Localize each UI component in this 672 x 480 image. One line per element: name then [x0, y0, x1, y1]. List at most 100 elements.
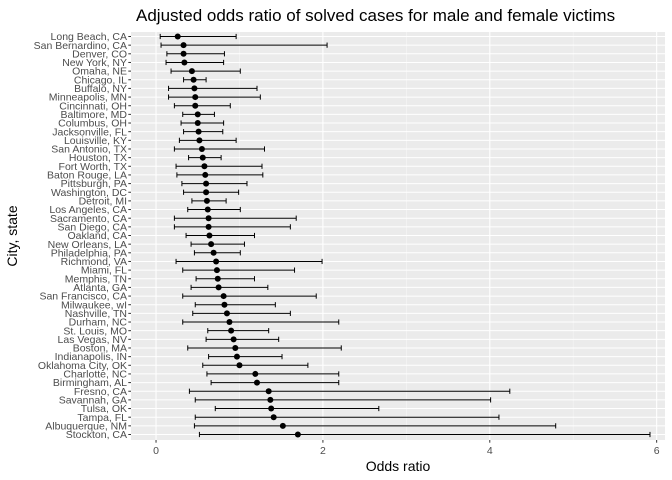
data-point — [174, 33, 181, 40]
data-point — [194, 120, 201, 127]
error-bar — [190, 284, 269, 291]
y-tick-label: Milwaukee, wI — [61, 299, 127, 311]
y-tick-label: Omaha, NE — [72, 66, 127, 78]
data-point — [236, 362, 243, 369]
y-tick-label: Tulsa, OK — [81, 403, 127, 415]
y-tick-label: Buffalo, NY — [74, 83, 127, 95]
y-tick-label: Pittsburgh, PA — [61, 178, 127, 190]
y-tick-label: Charlotte, NC — [63, 369, 127, 381]
data-point — [198, 145, 205, 152]
data-point — [233, 353, 240, 360]
data-point — [228, 327, 235, 334]
data-point — [270, 414, 277, 421]
error-bar — [183, 129, 224, 135]
y-tick-label: Columbus, OH — [58, 118, 127, 130]
error-bar — [192, 310, 291, 316]
error-bar — [185, 232, 255, 239]
error-bar — [194, 397, 492, 403]
data-point — [190, 76, 197, 83]
y-tick-label: Detroit, MI — [79, 195, 127, 207]
error-bar — [207, 328, 270, 334]
y-tick-label: Fresno, CA — [74, 386, 127, 398]
data-point — [265, 388, 272, 395]
data-point — [252, 370, 259, 377]
error-bar — [210, 379, 340, 386]
data-point — [201, 163, 208, 170]
y-tick-label: Savannah, GA — [59, 394, 127, 406]
error-bar — [206, 371, 340, 377]
y-tick-label: Minneapolis, MN — [49, 92, 127, 104]
data-point — [205, 215, 212, 222]
y-tick-label: Nashville, TN — [65, 308, 127, 320]
data-point — [180, 50, 187, 57]
error-bar — [160, 42, 328, 48]
error-bar — [173, 224, 291, 230]
y-tick-label: Chicago, IL — [74, 74, 127, 86]
data-point — [268, 405, 275, 412]
data-point — [210, 249, 217, 256]
y-tick-label: Philadelphia, PA — [51, 247, 127, 259]
error-bar — [182, 267, 296, 273]
y-tick-label: Jacksonville, FL — [52, 126, 127, 138]
y-tick-label: Indianapolis, IN — [55, 351, 127, 363]
y-axis-title: City, state — [4, 205, 20, 266]
x-tick-label: 2 — [320, 445, 326, 457]
y-tick-label: Fort Worth, TX — [59, 161, 127, 173]
data-point — [220, 293, 227, 300]
error-bar — [168, 85, 258, 92]
error-bar — [175, 163, 263, 169]
y-tick-label: Washington, DC — [51, 187, 127, 199]
error-bar — [181, 180, 248, 187]
data-point — [204, 206, 211, 213]
y-tick-label: Sacramento, CA — [50, 213, 127, 225]
error-bar — [188, 388, 511, 394]
x-tick-label: 4 — [487, 445, 493, 457]
data-point — [180, 42, 187, 49]
error-bar — [202, 362, 309, 368]
error-bar — [173, 103, 231, 109]
y-tick-label: Houston, TX — [69, 152, 127, 164]
y-tick-label: Denver, CO — [72, 48, 127, 60]
data-point — [267, 396, 274, 403]
data-point — [223, 310, 230, 317]
y-tick-label: Cincinnati, OH — [59, 100, 127, 112]
y-tick-label: Boston, MA — [73, 343, 127, 355]
y-tick-label: Birmingham, AL — [53, 377, 127, 389]
data-point — [232, 344, 239, 351]
y-tick-label: Miami, FL — [81, 265, 127, 277]
data-point — [213, 267, 220, 274]
error-bar — [180, 120, 225, 126]
data-point — [230, 336, 237, 343]
error-bar — [193, 250, 241, 256]
y-tick-label: Baton Rouge, LA — [47, 170, 127, 182]
error-bar — [198, 431, 651, 438]
error-bar — [187, 345, 342, 351]
y-tick-label: Long Beach, CA — [51, 31, 127, 43]
error-bar — [205, 336, 280, 342]
error-bar — [178, 137, 237, 143]
data-point — [213, 258, 220, 265]
data-point — [226, 319, 233, 326]
error-bar — [182, 293, 317, 299]
x-tick-label: 0 — [153, 445, 159, 457]
data-point — [188, 68, 195, 75]
data-point — [202, 171, 209, 178]
data-point — [215, 284, 222, 291]
data-point — [191, 85, 198, 92]
y-tick-label: Memphis, TN — [65, 273, 127, 285]
y-tick-label: San Bernardino, CA — [34, 40, 127, 52]
data-point — [199, 154, 206, 161]
data-point — [214, 275, 221, 282]
y-tick-label: Stockton, CA — [66, 429, 127, 441]
data-point — [279, 422, 286, 429]
y-tick-label: Richmond, VA — [61, 256, 127, 268]
data-point — [205, 223, 212, 230]
error-bar — [183, 189, 240, 195]
error-bar — [166, 51, 225, 57]
error-bar — [165, 59, 225, 66]
data-point — [253, 379, 260, 386]
data-point — [196, 137, 203, 144]
error-bar — [208, 354, 283, 360]
